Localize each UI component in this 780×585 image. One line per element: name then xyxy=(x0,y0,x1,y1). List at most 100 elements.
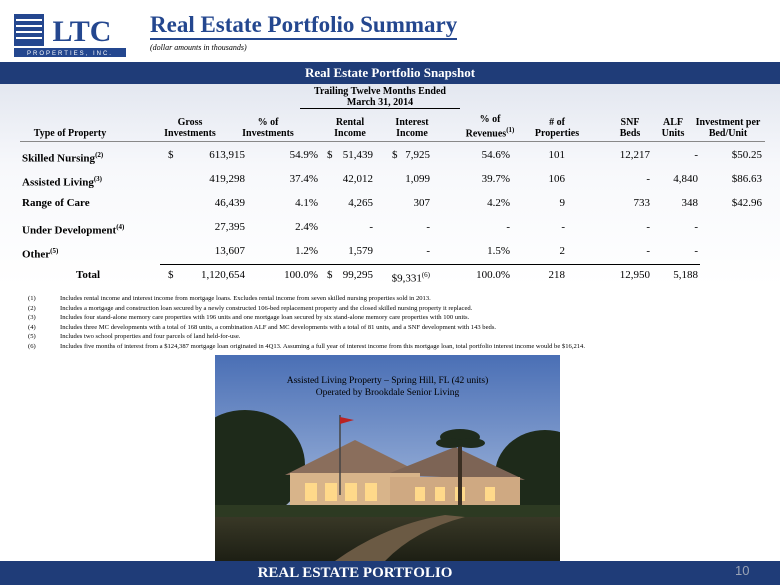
footer-text: REAL ESTATE PORTFOLIO xyxy=(257,565,453,581)
logo-bar xyxy=(14,48,126,57)
cell-prefix: $ xyxy=(392,149,398,161)
cell: 7,925 xyxy=(405,148,430,162)
column-header: Rental Income xyxy=(325,117,375,139)
footnote-ref: (6) xyxy=(421,271,430,279)
column-header-text: Type of Property xyxy=(33,128,107,139)
column-header-text: SNF Beds xyxy=(619,117,641,139)
cell: 2.4% xyxy=(295,221,318,233)
cell-text: 613,915 xyxy=(209,149,245,161)
cell: $86.63 xyxy=(731,173,762,185)
column-header: % of Investments xyxy=(238,117,298,139)
cell: 733 xyxy=(633,197,651,209)
cell: - xyxy=(694,245,698,257)
cell: - xyxy=(694,149,698,161)
cell: - xyxy=(506,221,510,233)
caption-line: Assisted Living Property – Spring Hill, … xyxy=(286,376,489,386)
cell: - xyxy=(426,221,430,233)
footnote-text: Includes three MC developments with a to… xyxy=(60,323,497,331)
column-header: % of Revenues(1) xyxy=(460,114,520,139)
footnote-number: (2) xyxy=(28,304,36,312)
cell: $50.25 xyxy=(731,149,762,161)
cell: 2 xyxy=(559,245,566,257)
cell: 13,607 xyxy=(214,245,245,257)
cell: 1.2% xyxy=(295,245,318,257)
footer-band xyxy=(0,561,780,585)
cell: 1,120,654 xyxy=(201,268,245,282)
cell: - xyxy=(646,221,650,233)
logo-stripes xyxy=(16,19,42,39)
row-label: Total xyxy=(76,268,100,282)
caption-line: Operated by Brookdale Senior Living xyxy=(315,388,460,398)
column-header: Gross Investments xyxy=(160,117,220,139)
cell: 1,099 xyxy=(405,173,430,185)
photo xyxy=(215,355,560,561)
row-label: Range of Care xyxy=(22,196,90,210)
cell-text: 99,295 xyxy=(342,269,373,281)
column-header: ALF Units xyxy=(653,117,693,139)
column-header: Type of Property xyxy=(20,128,120,139)
cell: 4.1% xyxy=(295,197,318,209)
header-rule xyxy=(20,141,765,142)
footnote-number: (6) xyxy=(28,343,36,350)
cell: - xyxy=(369,221,373,233)
row-label: Under Development(4) xyxy=(22,220,124,238)
row-label-text: Skilled Nursing xyxy=(22,152,96,165)
column-header-text: Rental Income xyxy=(334,117,366,139)
row-label-text: Other xyxy=(22,248,51,261)
column-header: Interest Income xyxy=(387,117,437,139)
cell-prefix: $ xyxy=(327,149,333,161)
cell: 348 xyxy=(681,197,699,209)
subtitle: (dollar amounts in thousands) xyxy=(150,43,247,52)
column-header-text: Interest Income xyxy=(395,117,429,139)
cell: 1.5% xyxy=(487,245,510,257)
column-header: Investment per Bed/Unit xyxy=(688,117,768,139)
table-background xyxy=(0,84,780,286)
cell: 4,265 xyxy=(348,197,373,209)
cell: $9,331(6) xyxy=(392,268,430,286)
cell: 5,188 xyxy=(673,269,698,281)
footnote-number: (4) xyxy=(28,323,36,331)
cell: - xyxy=(694,221,698,233)
column-header-text: % of Investments xyxy=(242,117,294,139)
footnote-number: (5) xyxy=(28,333,36,341)
row-label: Other(5) xyxy=(22,244,58,262)
cell-text: 51,439 xyxy=(342,149,373,161)
cell: - xyxy=(646,173,650,185)
column-header-text: % of Revenues xyxy=(465,113,507,139)
cell-text: 7,925 xyxy=(405,149,430,161)
cell: 9 xyxy=(559,197,566,209)
cell: 51,439 xyxy=(343,148,373,162)
section-title: Real Estate Portfolio Snapshot xyxy=(0,62,780,84)
footnote-ref: (5) xyxy=(50,247,59,255)
cell: 218 xyxy=(548,269,566,281)
column-header: # of Properties xyxy=(530,117,585,139)
cell: 101 xyxy=(548,149,566,161)
cell: 100.0% xyxy=(476,269,510,281)
cell: 12,950 xyxy=(619,269,650,281)
footnote-ref: (1) xyxy=(506,125,515,134)
cell: 613,915 xyxy=(209,148,245,162)
cell-prefix: $ xyxy=(168,149,174,161)
cell-text: 1,120,654 xyxy=(201,269,245,281)
footnote-text: Includes five months of interest from a … xyxy=(60,343,586,350)
footnote-text: Includes four stand-alone memory care pr… xyxy=(60,314,470,322)
row-label-text: Under Development xyxy=(22,224,117,237)
cell-prefix: $ xyxy=(327,269,333,281)
cell-text: $9,331 xyxy=(391,272,422,285)
total-rule xyxy=(160,264,700,265)
cell: - xyxy=(561,221,565,233)
logo: LTC PROPERTIES, INC. xyxy=(14,14,126,57)
cell: $42.96 xyxy=(731,197,762,209)
cell: 4,840 xyxy=(673,173,698,185)
cell: 99,295 xyxy=(343,268,373,282)
cell: 12,217 xyxy=(619,149,650,161)
cell: 39.7% xyxy=(481,173,510,185)
cell: 307 xyxy=(413,197,431,209)
footnote-ref: (2) xyxy=(95,151,104,159)
footnote-text: Includes rental income and interest inco… xyxy=(60,295,431,302)
cell: 27,395 xyxy=(214,221,245,233)
row-label: Assisted Living(3) xyxy=(22,172,102,190)
cell: 419,298 xyxy=(209,173,245,185)
row-label: Skilled Nursing(2) xyxy=(22,148,103,166)
